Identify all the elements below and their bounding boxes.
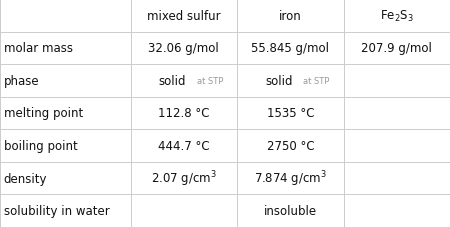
Text: at STP: at STP	[197, 76, 223, 86]
Text: iron: iron	[279, 10, 302, 23]
Text: mixed sulfur: mixed sulfur	[147, 10, 220, 23]
Text: 32.06 g/mol: 32.06 g/mol	[148, 42, 219, 55]
Text: 444.7 °C: 444.7 °C	[158, 139, 210, 152]
Text: 207.9 g/mol: 207.9 g/mol	[361, 42, 432, 55]
Text: density: density	[4, 172, 47, 185]
Text: solubility in water: solubility in water	[4, 204, 109, 217]
Text: solid: solid	[159, 75, 186, 88]
Text: 112.8 °C: 112.8 °C	[158, 107, 210, 120]
Text: at STP: at STP	[303, 76, 330, 86]
Text: insoluble: insoluble	[264, 204, 317, 217]
Text: 2750 °C: 2750 °C	[267, 139, 314, 152]
Text: melting point: melting point	[4, 107, 83, 120]
Text: molar mass: molar mass	[4, 42, 72, 55]
Text: 1535 °C: 1535 °C	[267, 107, 314, 120]
Text: solid: solid	[266, 75, 293, 88]
Text: boiling point: boiling point	[4, 139, 77, 152]
Text: phase: phase	[4, 75, 39, 88]
Text: Fe$_2$S$_3$: Fe$_2$S$_3$	[380, 9, 414, 24]
Text: 55.845 g/mol: 55.845 g/mol	[252, 42, 329, 55]
Text: 7.874 g/cm$^3$: 7.874 g/cm$^3$	[254, 169, 327, 188]
Text: 2.07 g/cm$^3$: 2.07 g/cm$^3$	[151, 169, 217, 188]
